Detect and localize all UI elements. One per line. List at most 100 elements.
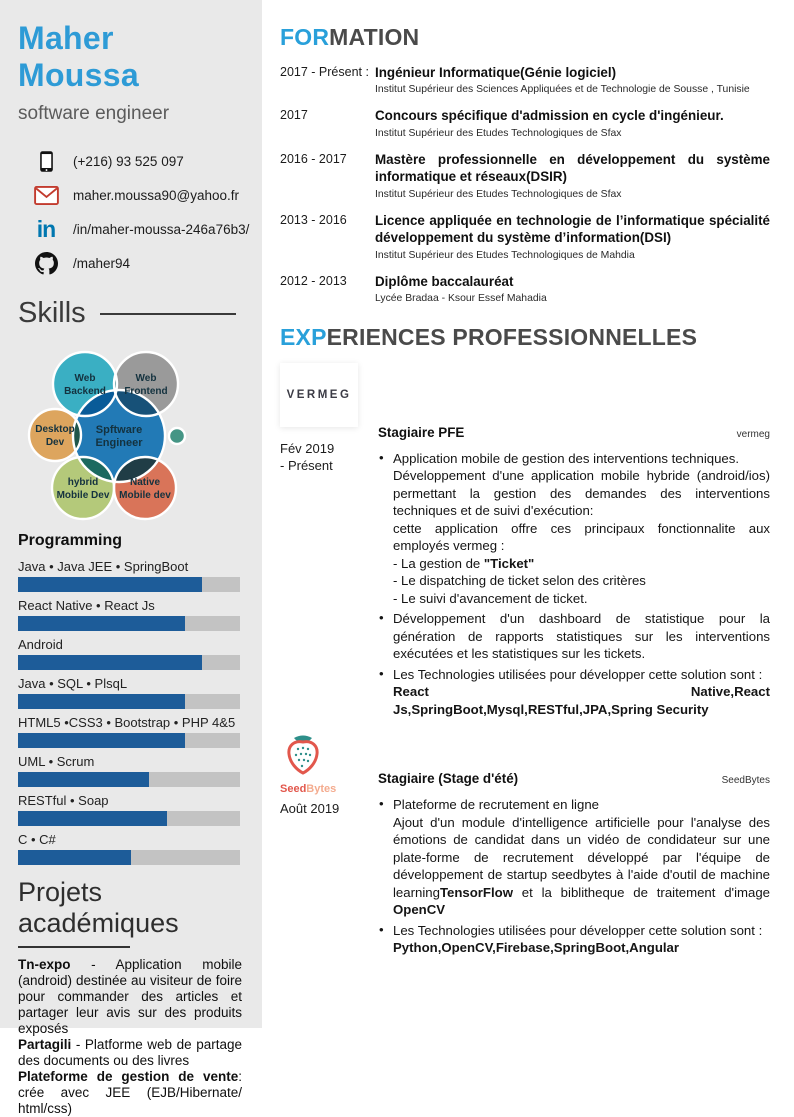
contact-text: /in/maher-moussa-246a76b3/: [73, 221, 250, 237]
bubble-ring-native-mobile-dev: [112, 455, 178, 521]
skill-bar-track: [18, 616, 240, 631]
linkedin-icon: in: [36, 216, 56, 242]
skills-heading-rule: [99, 312, 236, 315]
phone-icon: [32, 149, 60, 174]
experience-content: Stagiaire PFE vermeg Application mobile de…: [378, 363, 770, 722]
skill-bar-fill: [18, 616, 185, 631]
contact-text: maher.moussa90@yahoo.fr: [73, 187, 240, 203]
skill-bar-label: Java • SQL • PlsqL: [18, 676, 128, 691]
experience-entry: VERMEG Fév 2019- Présent Stagiaire PFE verm…: [280, 362, 770, 722]
skill-bar-label: C • C#: [18, 832, 56, 847]
skill-bar-fill: [18, 655, 203, 670]
skill-bar-fill: [18, 811, 167, 826]
skills-section-header: Skills: [18, 297, 242, 330]
experience-date-line: Août 2019: [280, 801, 340, 817]
skill-bar-label: React Native • React Js: [18, 598, 155, 613]
contact-item[interactable]: /maher94: [18, 251, 242, 275]
skill-bar-track: [18, 694, 240, 709]
bubble-label-desktop-dev: Desktop Dev: [35, 424, 74, 448]
bubble-label-native-mobile-dev: Native Mobile dev: [119, 477, 171, 501]
project-item: Tn-expo - Application mobile (android) d…: [18, 957, 242, 1036]
seedbytes-wordmark: SeedBytes: [280, 783, 362, 795]
education-title: Licence appliquée en technologie de l’in…: [375, 212, 770, 246]
experience-dates: Fév 2019- Présent: [280, 441, 362, 475]
project-item: Plateforme de gestion de vente: crée ave…: [18, 1069, 242, 1116]
contact-item[interactable]: (+216) 93 525 097: [18, 149, 242, 173]
skill-bar: Android: [18, 637, 242, 670]
skill-bar-label: UML • Scrum: [18, 754, 95, 769]
experience-left-column: SeedBytes Août 2019: [280, 731, 362, 960]
skill-bar: React Native • React Js: [18, 598, 242, 631]
bubble-ring-web-frontend: [112, 350, 180, 418]
education-entry: 2013 - 2016 Licence appliquée en technolo…: [280, 212, 770, 261]
bubble-desktop-dev: [29, 409, 81, 461]
education-date: 2017: [280, 108, 308, 123]
contact-item[interactable]: maher.moussa90@yahoo.fr: [18, 183, 242, 207]
experience-bullet: Les Technologies utilisées pour développ…: [378, 665, 770, 719]
skill-bar-fill: [18, 694, 185, 709]
experience-header: Stagiaire PFE vermeg: [378, 425, 770, 440]
contact-list: (+216) 93 525 097 maher.moussa90@yahoo.fr…: [18, 149, 250, 275]
skill-bar-fill: [18, 850, 132, 865]
skill-bar: HTML5 •CSS3 • Bootstrap • PHP 4&5: [18, 715, 242, 748]
bubble-ring-software-engineer: [71, 388, 167, 484]
vermeg-logo-text: VERMEG: [286, 388, 352, 401]
skill-bars: Java • Java JEE • SpringBoot React Native…: [18, 559, 242, 865]
education-body: Licence appliquée en technologie de l’in…: [375, 212, 770, 261]
formation-heading-accent: FOR: [280, 24, 330, 50]
experience-bullet: Les Technologies utilisées pour développ…: [378, 921, 770, 957]
formation-heading-rest: MATION: [329, 24, 420, 50]
seedbytes-word-secondary: Bytes: [306, 783, 337, 796]
experience-left-column: VERMEG Fév 2019- Présent: [280, 362, 362, 722]
person-name: Maher Moussa: [18, 20, 139, 93]
education-title: Concours spécifique d'admission en cycle…: [375, 108, 724, 124]
skill-bar-track: [18, 577, 240, 592]
education-body: Ingénieur Informatique(Génie logiciel) In…: [375, 64, 770, 95]
projects-heading-rule: [18, 946, 130, 948]
seedbytes-logo: SeedBytes: [280, 731, 362, 795]
skill-bar-track: [18, 655, 240, 670]
experience-bullets: Application mobile de gestion des interv…: [378, 449, 770, 719]
skill-bar-fill: [18, 733, 185, 748]
skill-bar-track: [18, 772, 240, 787]
bubble-label-hybrid-mobile-dev: hybrid Mobile Dev: [57, 477, 110, 501]
strawberry-icon: [287, 735, 319, 776]
main-column: FORMATION 2017 - Présent : Ingénieur Info…: [262, 0, 794, 1028]
skill-bar-track: [18, 850, 240, 865]
skill-bar: Java • SQL • PlsqL: [18, 676, 242, 709]
education-institution: Institut Supérieur des Etudes Technologi…: [375, 188, 622, 200]
project-item: Partagili - Platforme web de partage des…: [18, 1037, 242, 1068]
skill-bar-label: Android: [18, 637, 63, 652]
education-entry: 2017 - Présent : Ingénieur Informatique(G…: [280, 64, 770, 95]
experience-bullet: Plateforme de recrutement en ligneAjout …: [378, 795, 770, 919]
education-entry: 2016 - 2017 Mastère professionnelle en dé…: [280, 151, 770, 200]
bubble-ring-desktop-dev: [27, 407, 83, 463]
bubble-teal-dot: [169, 428, 185, 444]
programming-heading: Programming: [18, 532, 123, 549]
experience-bullets: Plateforme de recrutement en ligneAjout …: [378, 795, 770, 957]
github-icon: [32, 251, 60, 275]
skill-bar-track: [18, 733, 240, 748]
contact-text: (+216) 93 525 097: [73, 153, 184, 169]
education-body: Mastère professionnelle en développement…: [375, 151, 770, 200]
education-institution: Institut Supérieur des Sciences Appliqué…: [375, 84, 750, 96]
skill-bar-label: Java • Java JEE • SpringBoot: [18, 559, 189, 574]
skills-heading: Skills: [18, 297, 86, 329]
sidebar: Maher Moussa software engineer (+216) 93…: [0, 0, 262, 1116]
education-institution: Institut Supérieur des Etudes Technologi…: [375, 249, 635, 261]
education-date: 2012 - 2013: [280, 273, 347, 288]
skill-bar-fill: [18, 772, 149, 787]
bubble-label-software-engineer: Spftware Engineer: [95, 424, 143, 449]
experiences-heading: EXPERIENCES PROFESSIONNELLES: [280, 324, 770, 351]
formation-heading: FORMATION: [280, 24, 770, 51]
skill-bar: RESTful • Soap: [18, 793, 242, 826]
education-body: Diplôme baccalauréat Lycée Bradaa - Ksour…: [375, 273, 770, 304]
contact-item[interactable]: in/in/maher-moussa-246a76b3/: [18, 216, 250, 242]
experience-entry: SeedBytes Août 2019 Stagiaire (Stage d'été…: [280, 731, 770, 960]
education-date: 2013 - 2016: [280, 212, 347, 227]
education-entry: 2012 - 2013 Diplôme baccalauréat Lycée Bra…: [280, 273, 770, 304]
experience-position: Stagiaire PFE: [378, 424, 465, 440]
experience-dates: Août 2019: [280, 801, 362, 818]
skills-bubble-chart: Web Backend Web Frontend Desktop Dev hybrid Mob…: [27, 350, 187, 521]
education-title: Mastère professionnelle en développement…: [375, 151, 770, 185]
